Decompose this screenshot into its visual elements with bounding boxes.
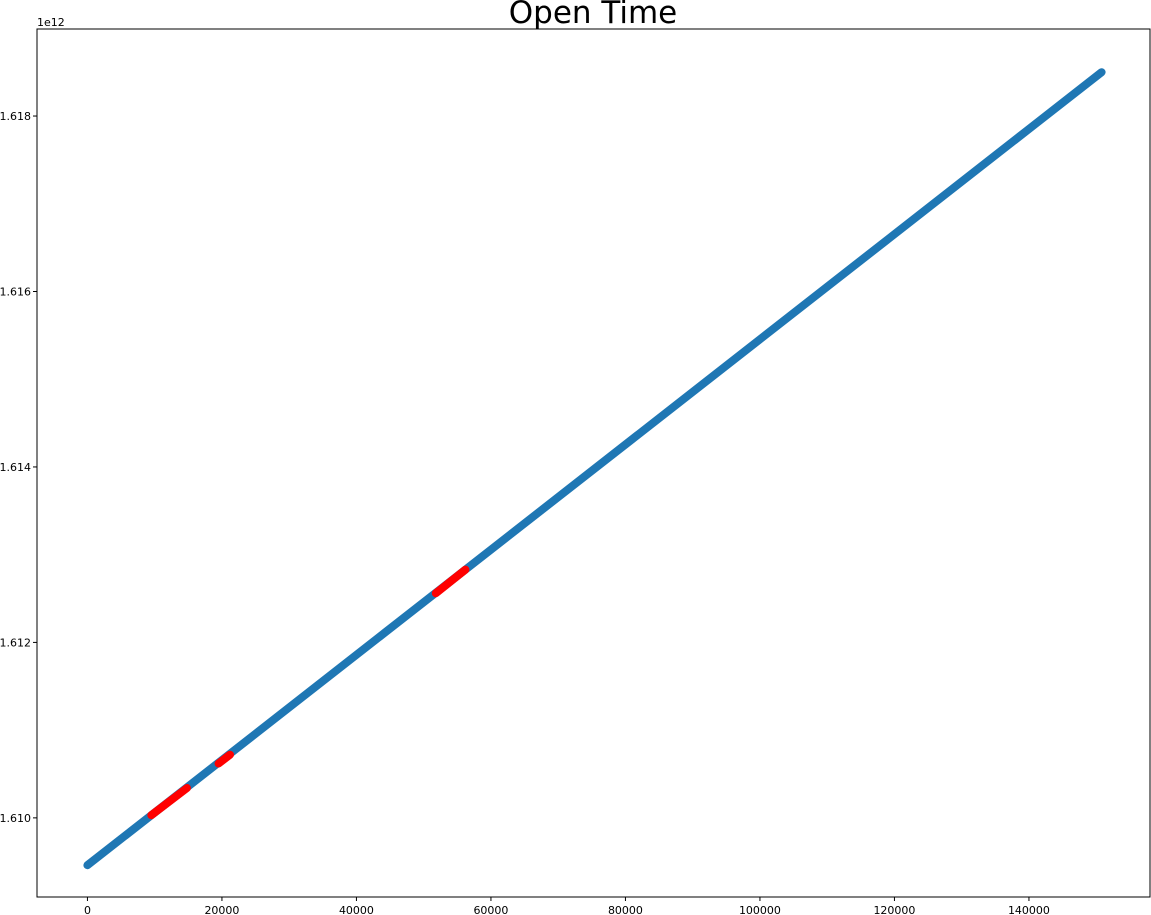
plot-frame <box>36 28 1151 898</box>
scatter-points-highlight-1 <box>147 784 191 820</box>
x-tick-label: 0 <box>84 904 91 915</box>
x-tick-label: 40000 <box>339 904 374 915</box>
data-layer <box>83 68 1106 870</box>
scatter-points-highlight-2 <box>214 750 234 768</box>
x-axis: 0 20000 40000 60000 80000 100000 120000 140000 <box>84 897 1050 915</box>
x-tick-label: 120000 <box>873 904 915 915</box>
scatter-points-main <box>83 68 1106 870</box>
y-tick-label: 1.616 <box>0 285 31 298</box>
scatter-points-highlight-3 <box>431 565 470 598</box>
x-tick-label: 100000 <box>739 904 781 915</box>
x-tick-label: 80000 <box>608 904 643 915</box>
x-tick-label: 60000 <box>473 904 508 915</box>
y-axis: 1.610 1.612 1.614 1.616 1.618 <box>0 110 37 825</box>
y-tick-label: 1.612 <box>0 636 31 649</box>
x-tick-label: 140000 <box>1008 904 1050 915</box>
x-tick-label: 20000 <box>204 904 239 915</box>
y-tick-label: 1.610 <box>0 812 31 825</box>
chart-title: Open Time <box>509 0 678 31</box>
y-tick-label: 1.614 <box>0 461 31 474</box>
y-axis-offset-label: 1e12 <box>37 16 65 29</box>
y-tick-label: 1.618 <box>0 110 31 123</box>
